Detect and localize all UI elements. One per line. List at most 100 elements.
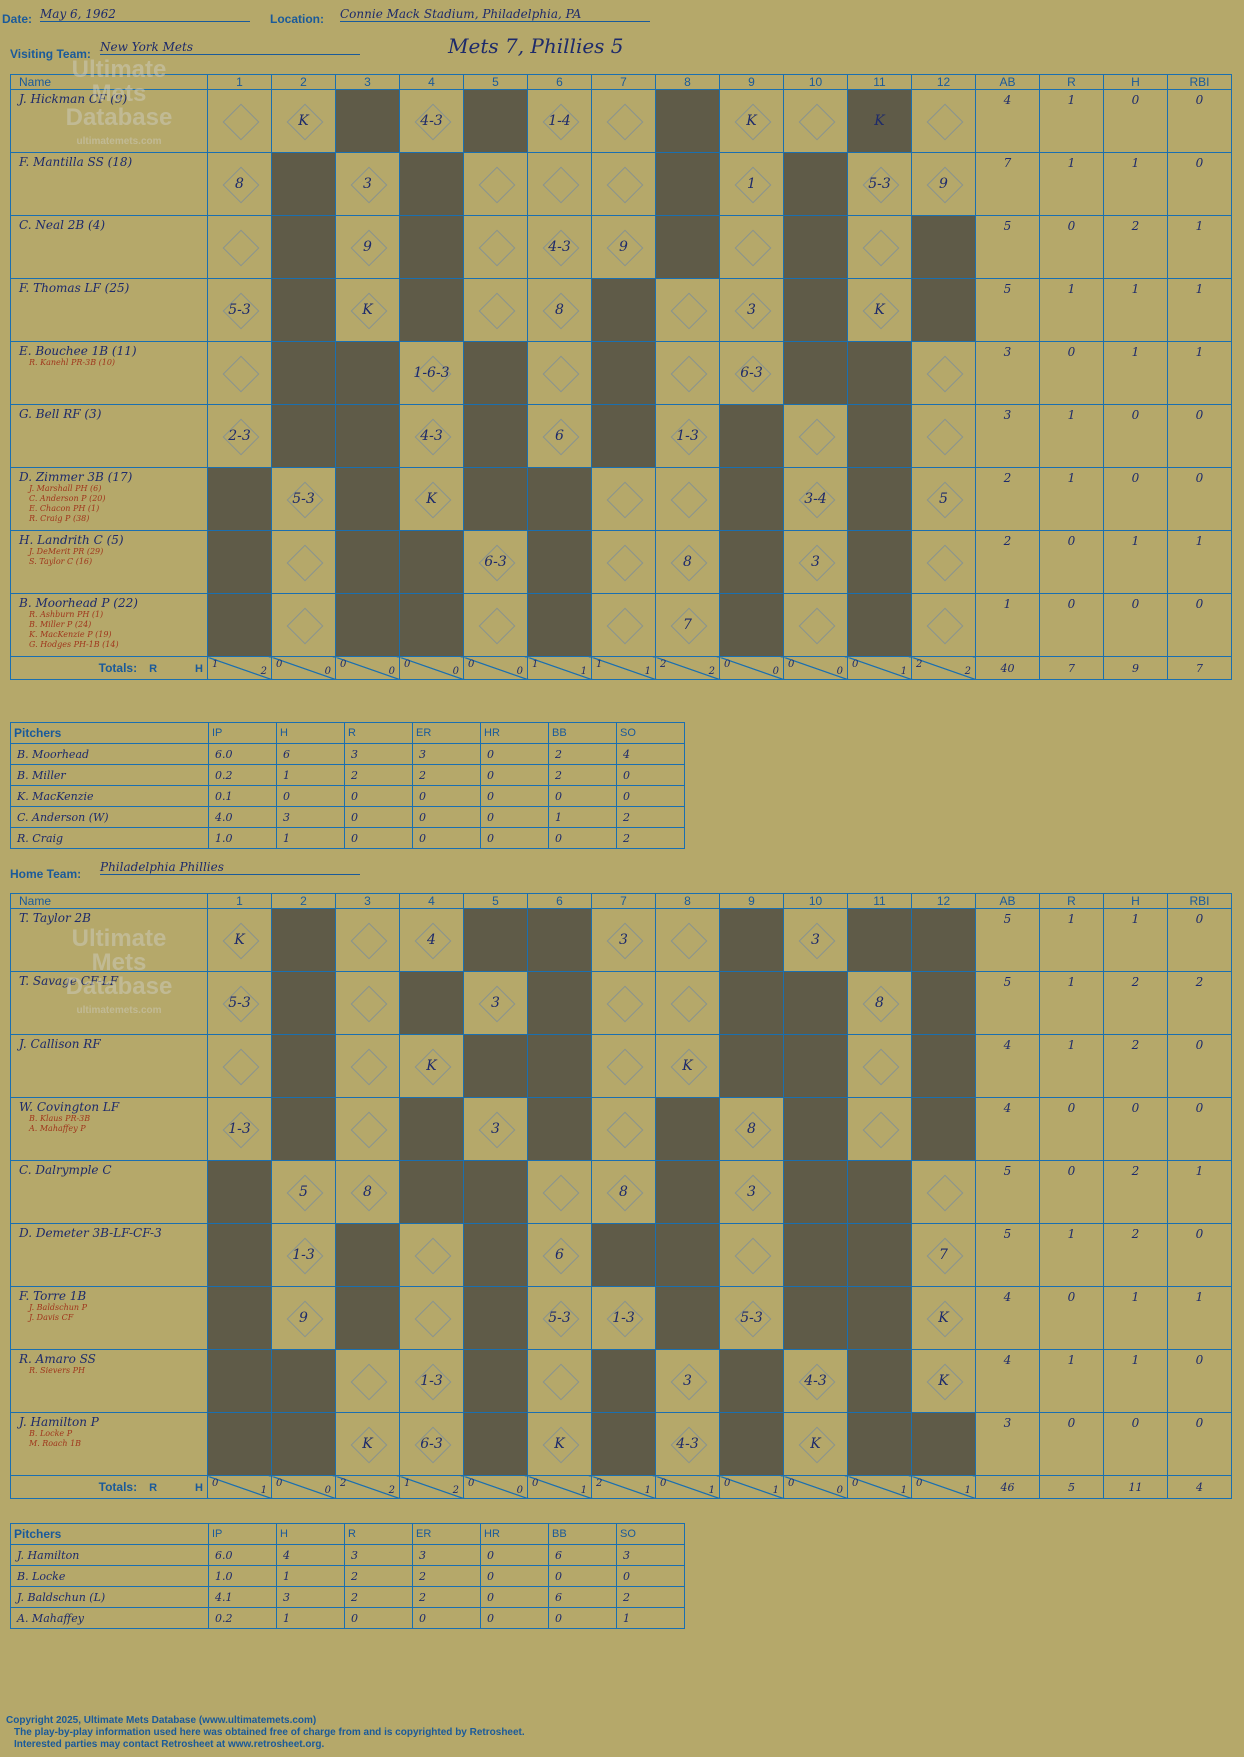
batter-name: J. Hamilton P <box>19 1415 99 1429</box>
at-bat-cell <box>527 908 592 972</box>
diamond-icon <box>350 1363 387 1401</box>
batter-row: D. Demeter 3B-LF-CF-3 1-3 6 7 5 1 2 0 <box>10 1223 1232 1287</box>
at-bat-cell <box>911 215 976 279</box>
play-result: 9 <box>939 176 948 192</box>
batter-stat: 1 <box>1103 152 1168 216</box>
at-bat-cell: 5-3 <box>271 467 336 531</box>
inning-hits: 0 <box>836 1485 843 1496</box>
play-result: 8 <box>619 1184 628 1200</box>
at-bat-cell: 9 <box>591 215 656 279</box>
batter-stat: 5 <box>975 1223 1040 1287</box>
at-bat-cell <box>719 1412 784 1476</box>
stat-value: 5 <box>1003 912 1012 926</box>
pitcher-row: B. Moorhead 6.0 6 3 3 0 2 4 <box>10 743 685 765</box>
inning-hits: 0 <box>324 1485 331 1496</box>
inning-runs: 1 <box>404 1478 411 1489</box>
at-bat-cell <box>591 341 656 405</box>
batter-stat: 7 <box>975 152 1040 216</box>
batter-row: T. Taylor 2B K 4 3 3 5 1 1 0 <box>10 908 1232 972</box>
batter-stat: 0 <box>1039 1286 1104 1350</box>
pitcher-stat: 0 <box>412 806 481 828</box>
inning-runs: 1 <box>212 659 219 670</box>
batter-stat: 0 <box>1167 152 1232 216</box>
at-bat-cell <box>463 593 528 657</box>
pitcher-stat: 6.0 <box>208 1544 277 1566</box>
pitcher-stat: 0 <box>616 1565 685 1587</box>
play-result: 8 <box>875 995 884 1011</box>
diamond-icon <box>350 1048 387 1086</box>
batter-stat: 0 <box>1167 89 1232 153</box>
inning-runs: 2 <box>916 659 923 670</box>
pitchers-header-cell: ER <box>412 1523 481 1545</box>
batter-name: C. Dalrymple C <box>19 1163 112 1177</box>
at-bat-cell <box>783 1286 848 1350</box>
at-bat-cell <box>463 404 528 468</box>
at-bat-cell <box>271 593 336 657</box>
stat-value: 0 <box>1067 1416 1076 1430</box>
play-result: 4-3 <box>420 428 443 444</box>
at-bat-cell <box>911 908 976 972</box>
inning-hits: 1 <box>580 666 587 677</box>
at-bat-cell <box>335 1286 400 1350</box>
batter-name-cell: J. Hamilton P B. Locke P M. Roach 1B <box>10 1412 208 1476</box>
play-result: 1-3 <box>420 1373 443 1389</box>
at-bat-cell: K <box>335 1412 400 1476</box>
pitcher-stat: 0 <box>548 827 617 849</box>
at-bat-cell <box>527 593 592 657</box>
batter-stat: 0 <box>1167 1034 1232 1098</box>
stat-value: 1 <box>1067 156 1076 170</box>
at-bat-cell <box>655 1160 720 1224</box>
play-result: K <box>682 1058 693 1074</box>
batter-row: R. Amaro SS R. Sievers PH 1-3 3 4-3 K 4 1 1 0 <box>10 1349 1232 1413</box>
inning-hits: 1 <box>260 1485 267 1496</box>
at-bat-cell: K <box>271 89 336 153</box>
at-bat-cell <box>783 89 848 153</box>
play-result: 1-3 <box>292 1247 315 1263</box>
stat-value: 3 <box>1003 345 1012 359</box>
pitcher-stat: 1 <box>548 806 617 828</box>
diamond-icon <box>606 544 643 582</box>
at-bat-cell: 2-3 <box>207 404 272 468</box>
at-bat-cell <box>463 908 528 972</box>
stat-header: R <box>1039 893 1104 909</box>
play-result: 3 <box>747 1184 756 1200</box>
stat-value: 2 <box>1003 471 1012 485</box>
diamond-icon <box>862 229 899 267</box>
at-bat-cell <box>847 404 912 468</box>
batter-row: D. Zimmer 3B (17) J. Marshall PH (6) C. An… <box>10 467 1232 531</box>
at-bat-cell <box>335 467 400 531</box>
inning-runs: 0 <box>788 1478 795 1489</box>
at-bat-cell: 3 <box>719 1160 784 1224</box>
substitute-name: G. Hodges PH-1B (14) <box>29 640 119 649</box>
substitute-name: B. Klaus PR-3B <box>29 1114 91 1123</box>
play-result: 5-3 <box>548 1310 571 1326</box>
at-bat-cell <box>271 1349 336 1413</box>
stat-value: 4 <box>1003 1290 1012 1304</box>
play-result: K <box>362 302 373 318</box>
substitute-name: A. Mahaffey P <box>29 1124 86 1133</box>
at-bat-cell <box>655 467 720 531</box>
batter-name-cell: D. Demeter 3B-LF-CF-3 <box>10 1223 208 1287</box>
stat-value: 1 <box>1195 345 1204 359</box>
inning-runs: 0 <box>852 659 859 670</box>
batter-stat: 3 <box>975 341 1040 405</box>
home-pitchers: Pitchers IP H R ER HR BB SO J. Hamilton 6.0 4 3 3 0 6 3… <box>10 1523 685 1629</box>
batter-name: J. Hickman CF (9) <box>19 92 128 106</box>
pitcher-stat: 0 <box>344 827 413 849</box>
at-bat-cell: 6 <box>527 404 592 468</box>
batter-name: R. Amaro SS <box>19 1352 96 1366</box>
pitcher-stat: 6.0 <box>208 743 277 765</box>
at-bat-cell: 1 <box>719 152 784 216</box>
batter-name: D. Zimmer 3B (17) <box>19 470 133 484</box>
at-bat-cell <box>463 215 528 279</box>
pitcher-stat: 0 <box>344 785 413 807</box>
play-result: 3 <box>811 932 820 948</box>
stat-value: 0 <box>1195 1227 1204 1241</box>
pitchers-header-cell: BB <box>548 1523 617 1545</box>
total-stat: 46 <box>975 1475 1040 1499</box>
stat-header: RBI <box>1167 893 1232 909</box>
game-result: Mets 7, Phillies 5 <box>448 34 624 58</box>
